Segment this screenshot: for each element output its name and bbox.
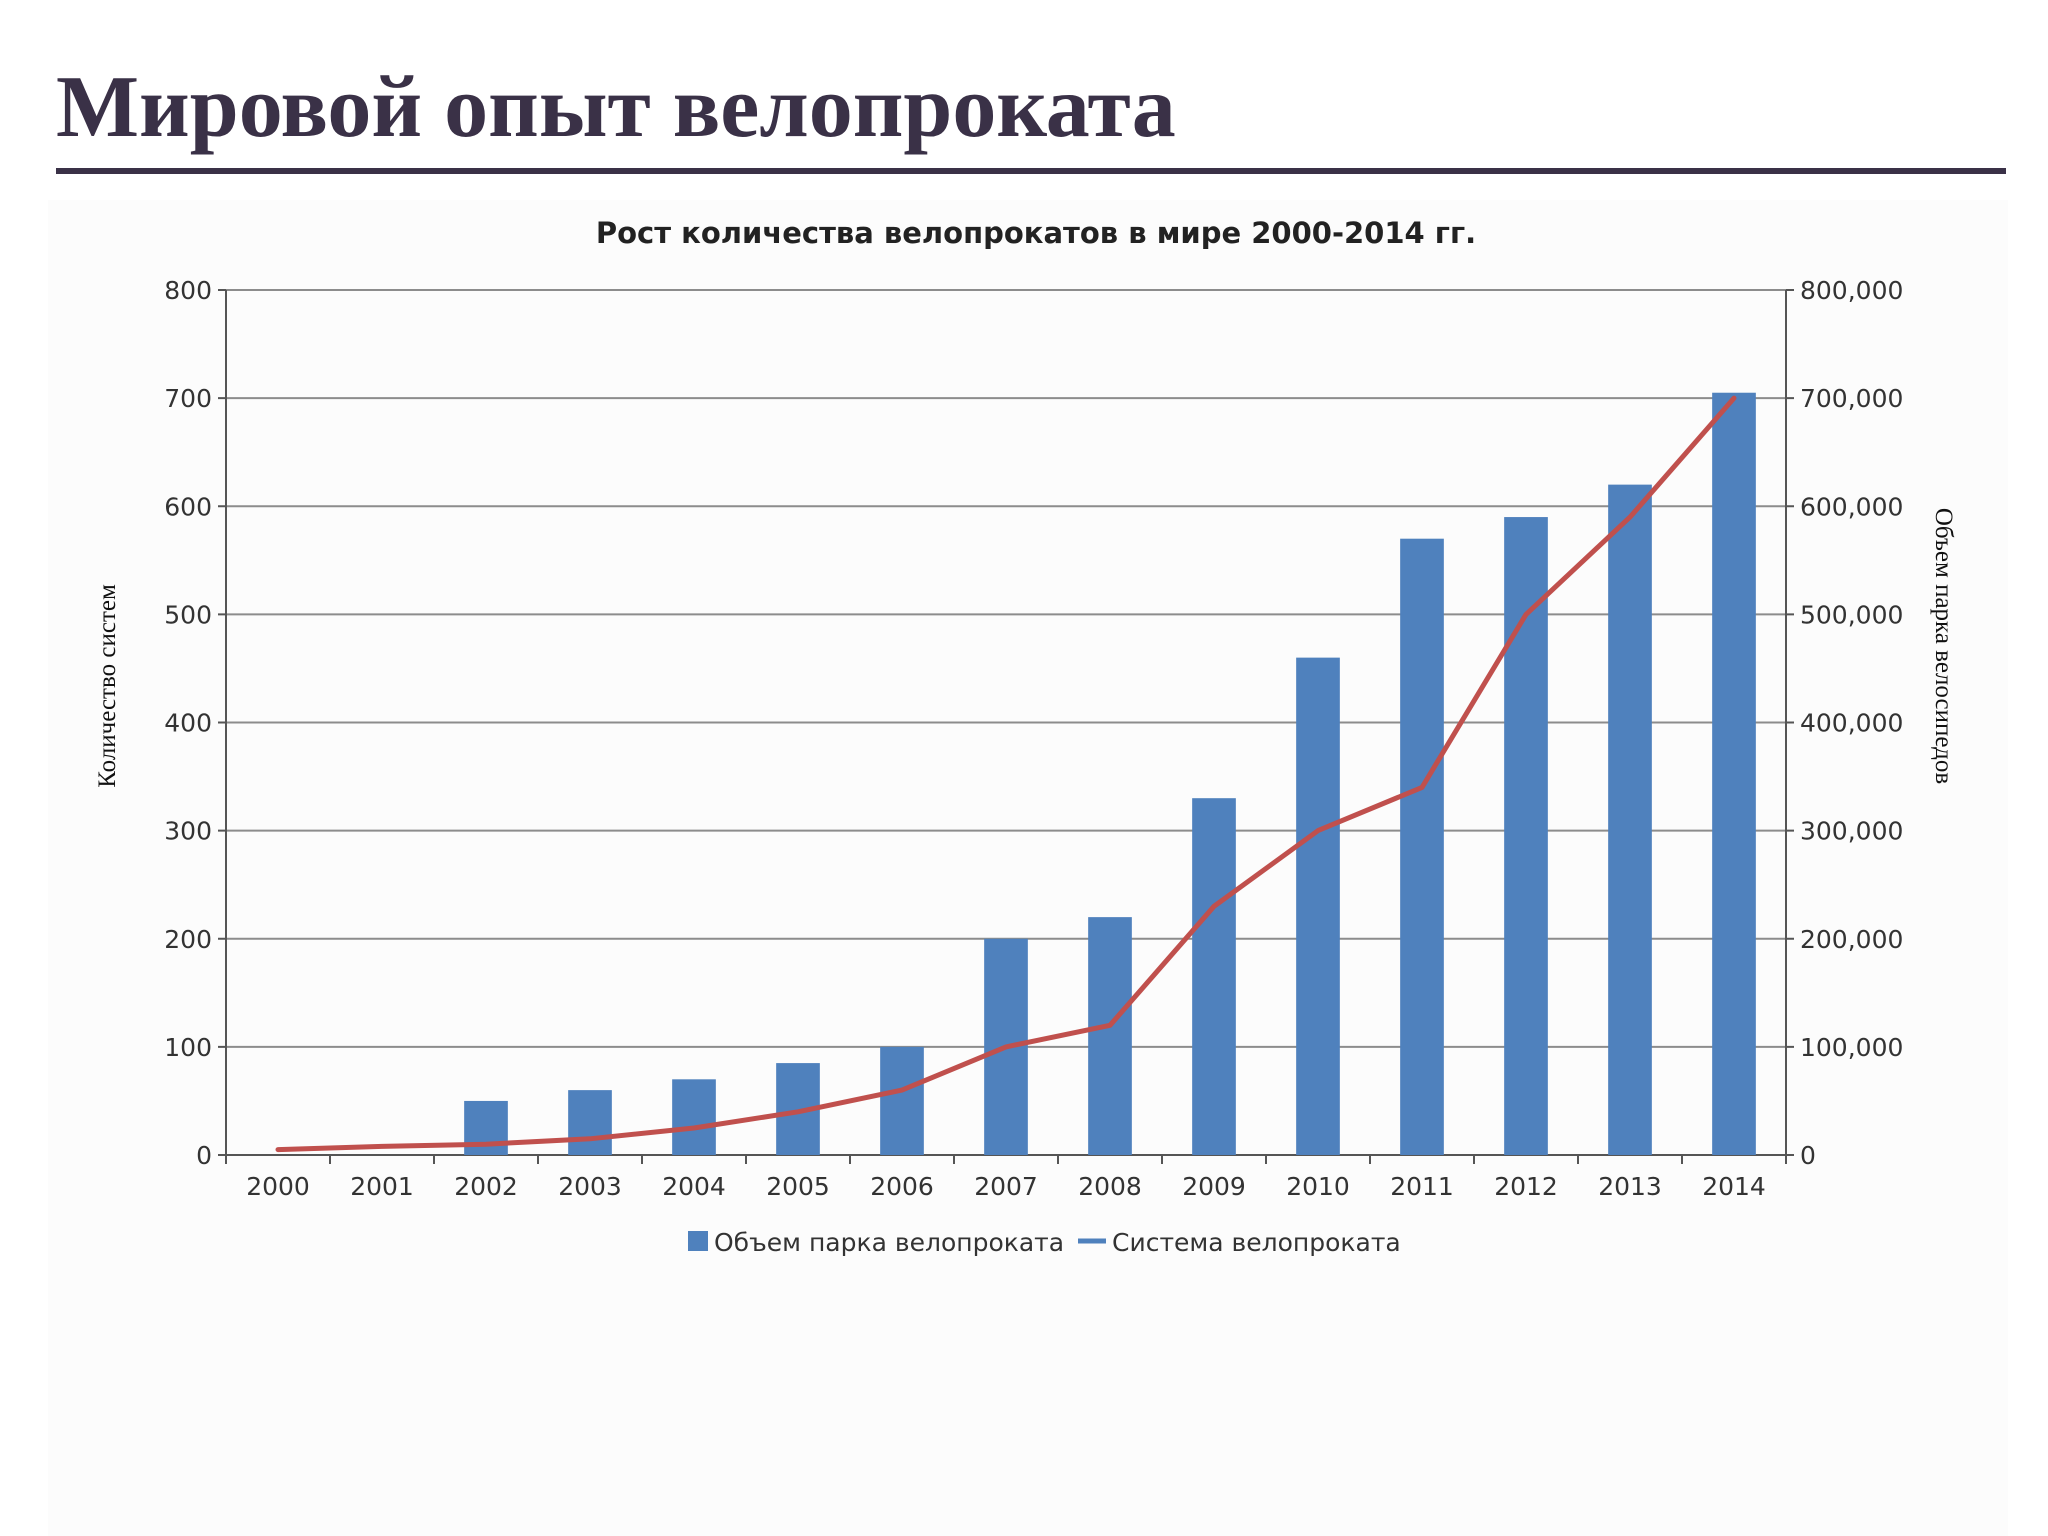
bar	[568, 1090, 612, 1155]
y-tick-label: 600	[164, 492, 212, 521]
chart: Рост количества велопрокатов в мире 2000…	[94, 216, 1957, 1257]
chart-title: Рост количества велопрокатов в мире 2000…	[596, 216, 1476, 250]
bar	[672, 1079, 716, 1155]
y2-tick-label: 600,000	[1800, 492, 1903, 521]
title-divider	[56, 168, 2006, 174]
y2-tick-label: 100,000	[1800, 1033, 1903, 1062]
y-tick-label: 800	[164, 276, 212, 305]
y2-axis-title: Объем парка велосипедов	[1930, 508, 1957, 784]
x-tick-label: 2003	[558, 1172, 622, 1201]
chart-panel: Рост количества велопрокатов в мире 2000…	[48, 200, 2008, 1536]
x-tick-label: 2011	[1390, 1172, 1454, 1201]
y-tick-label: 300	[164, 817, 212, 846]
y-tick-label: 200	[164, 925, 212, 954]
bar	[880, 1046, 924, 1155]
legend: Объем парка велопроката Система велопрока…	[688, 1228, 1401, 1257]
plot-area: 0 0 100 100,000 200 200,000 300 300,000 400 400,0…	[164, 276, 1903, 1201]
y-axis-title: Количество систем	[94, 584, 121, 788]
x-tick-label: 2007	[974, 1172, 1038, 1201]
y2-tick-label: 300,000	[1800, 817, 1903, 846]
x-tick-label: 2004	[662, 1172, 726, 1201]
y-tick-label: 100	[164, 1033, 212, 1062]
x-tick-label: 2014	[1702, 1172, 1766, 1201]
x-tick-label: 2008	[1078, 1172, 1142, 1201]
y-tick-label: 0	[196, 1141, 212, 1170]
x-tick-label: 2006	[870, 1172, 934, 1201]
x-tick-label: 2005	[766, 1172, 830, 1201]
y-tick-label: 500	[164, 600, 212, 629]
y2-tick-label: 800,000	[1800, 276, 1903, 305]
bar	[1608, 484, 1652, 1155]
legend-swatch-bar	[688, 1231, 708, 1251]
y2-tick-label: 700,000	[1800, 384, 1903, 413]
bar	[1504, 517, 1548, 1155]
x-tick-label: 2009	[1182, 1172, 1246, 1201]
x-tick-label: 2002	[454, 1172, 518, 1201]
legend-label-bar: Объем парка велопроката	[714, 1228, 1064, 1257]
x-tick-label: 2012	[1494, 1172, 1558, 1201]
x-tick-label: 2010	[1286, 1172, 1350, 1201]
series-line	[275, 395, 1737, 1153]
bar	[1192, 798, 1236, 1155]
bar	[1400, 538, 1444, 1155]
y2-tick-label: 400,000	[1800, 709, 1903, 738]
bar	[1296, 657, 1340, 1155]
y2-tick-label: 0	[1800, 1141, 1816, 1170]
x-tick-label: 2000	[246, 1172, 310, 1201]
bar	[1088, 917, 1132, 1155]
y2-tick-label: 200,000	[1800, 925, 1903, 954]
y-tick-label: 400	[164, 709, 212, 738]
y-tick-label: 700	[164, 384, 212, 413]
legend-label-line: Система велопроката	[1112, 1228, 1401, 1257]
page-title: Мировой опыт велопроката	[56, 59, 1176, 156]
bar	[1712, 392, 1756, 1155]
x-tick-label: 2001	[350, 1172, 414, 1201]
x-tick-label: 2013	[1598, 1172, 1662, 1201]
y2-tick-label: 500,000	[1800, 600, 1903, 629]
